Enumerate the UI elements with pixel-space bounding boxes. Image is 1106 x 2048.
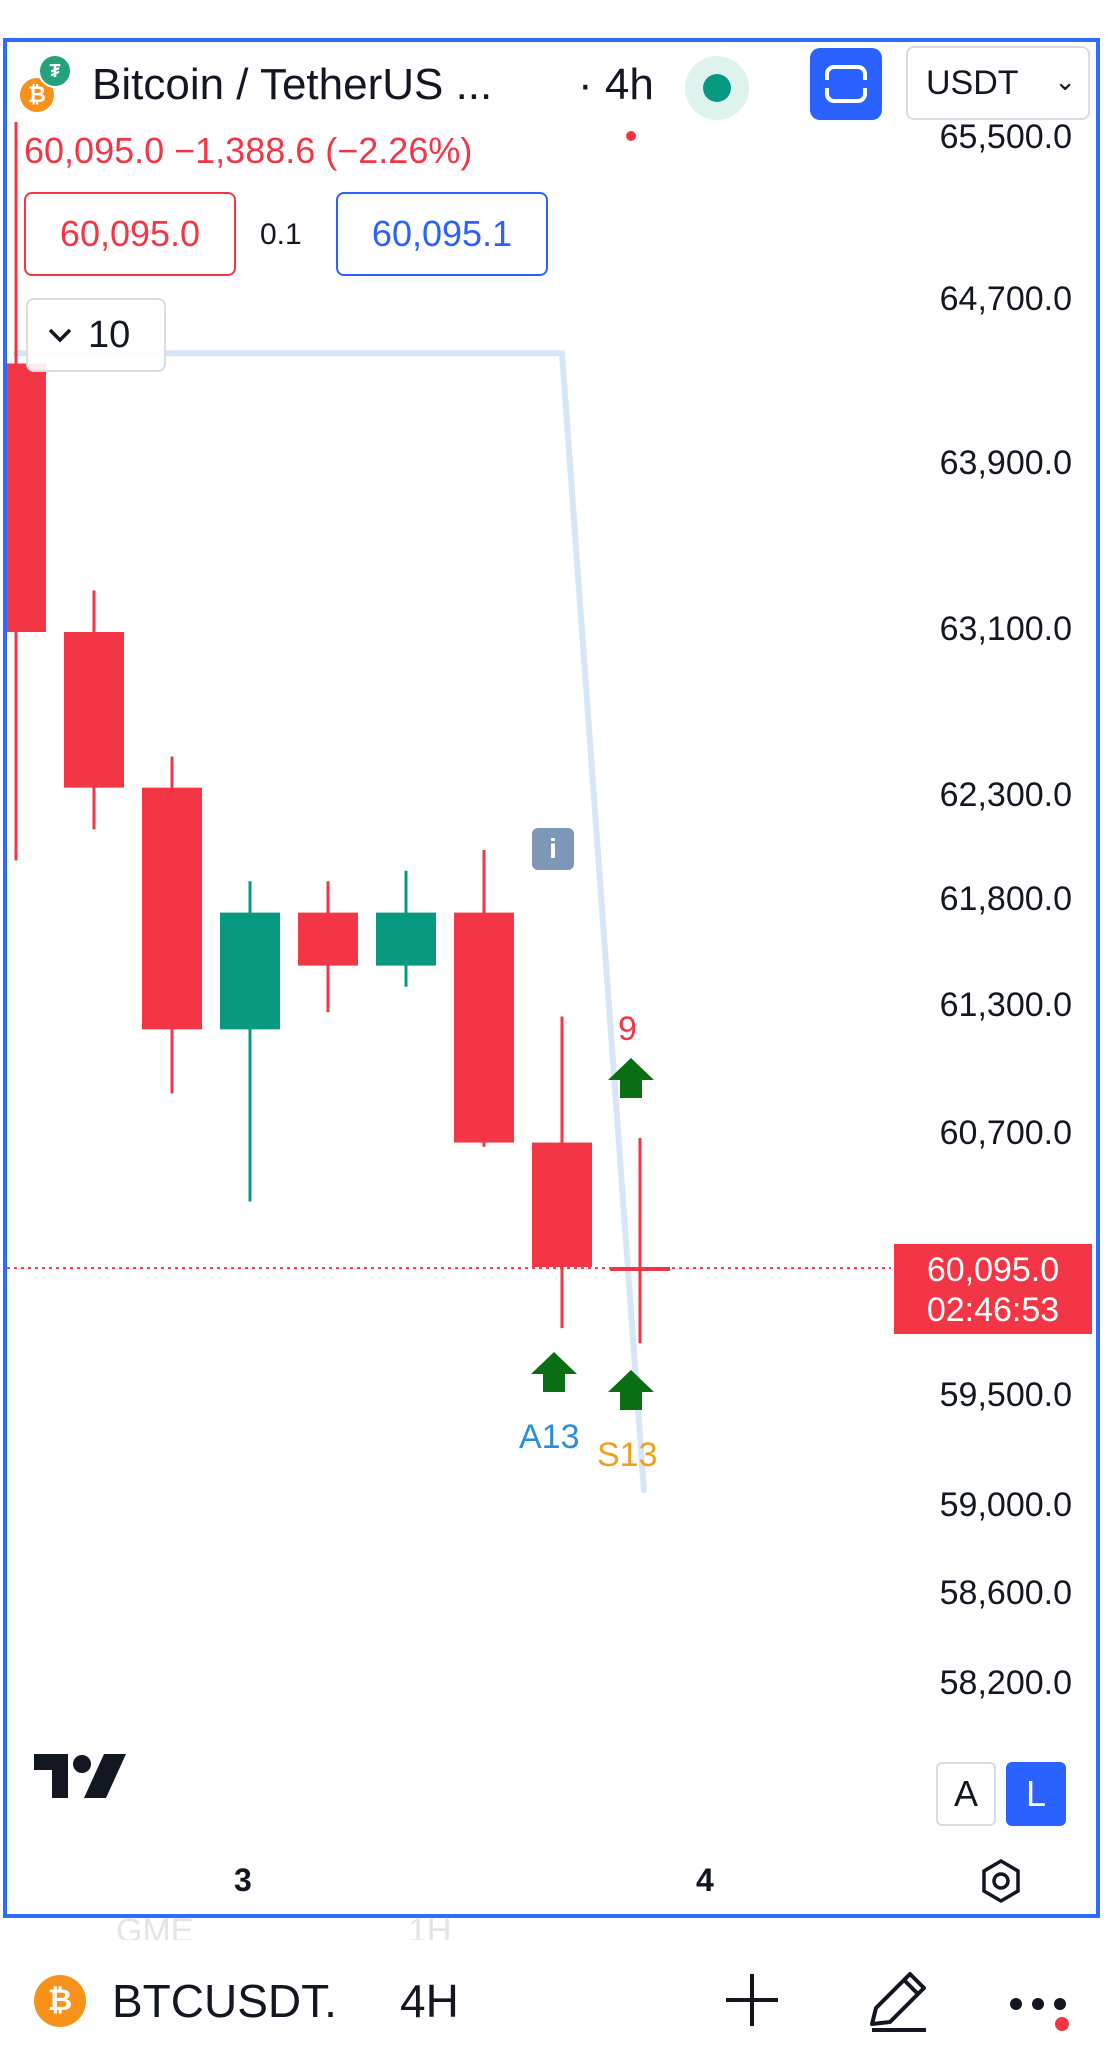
candle-body — [220, 912, 280, 1030]
fullscreen-button[interactable] — [810, 48, 882, 120]
sell-price-button[interactable]: 60,095.0 — [24, 192, 236, 276]
info-icon[interactable]: i — [532, 828, 574, 870]
auto-scale-button[interactable]: A — [936, 1762, 996, 1826]
buy-arrow-icon — [608, 1058, 654, 1098]
sequential-count-label: 9 — [618, 1010, 637, 1048]
currency-value: USDT — [926, 63, 1019, 102]
axis-label: 61,300.0 — [939, 986, 1072, 1024]
trend-line — [13, 350, 647, 1494]
axis-label: 61,800.0 — [939, 880, 1072, 918]
candle-body — [298, 912, 358, 966]
settings-icon[interactable] — [978, 1858, 1024, 1904]
buy-arrow-icon — [608, 1370, 654, 1410]
plus-icon[interactable] — [722, 1970, 782, 2030]
symbol-title[interactable]: Bitcoin / TetherUS ... — [92, 60, 493, 109]
bitcoin-icon: ₿ — [34, 1975, 86, 2027]
bar-countdown: 02:46:53 — [926, 1291, 1060, 1329]
tether-icon: ₮ — [38, 54, 72, 88]
market-open-dot-icon — [703, 74, 731, 102]
indicator-count: 10 — [88, 313, 131, 356]
symbol-header: ₿ ₮ Bitcoin / TetherUS ... · 4h USDT ⌄ — [20, 46, 1090, 122]
axis-label: 63,100.0 — [939, 610, 1072, 648]
axis-label: 60,700.0 — [939, 1114, 1072, 1152]
price-change: 60,095.0 −1,388.6 (−2.26%) — [24, 130, 473, 171]
market-status-indicator[interactable] — [685, 56, 749, 120]
time-axis-label: 3 — [234, 1862, 252, 1898]
axis-label: 62,300.0 — [939, 776, 1072, 814]
chevron-down-icon — [48, 328, 72, 343]
candle-body — [142, 787, 202, 1030]
bottom-toolbar: ₿ BTCUSDT. 4H — [0, 1940, 1106, 2048]
axis-label: 59,000.0 — [939, 1486, 1072, 1524]
notification-dot — [626, 131, 636, 141]
last-price-tag: 60,095.0 02:46:53 — [894, 1244, 1092, 1334]
interval-label[interactable]: · 4h — [578, 60, 654, 109]
pen-icon[interactable] — [862, 1964, 934, 2036]
axis-label: 58,200.0 — [939, 1664, 1072, 1702]
indicators-toggle-button[interactable]: 10 — [26, 298, 166, 372]
axis-label: 65,500.0 — [939, 118, 1072, 156]
time-axis-label: 4 — [696, 1862, 714, 1898]
candlestick-chart[interactable] — [7, 42, 1100, 1918]
aggressive-13-label: A13 — [519, 1418, 580, 1456]
axis-label: 64,700.0 — [939, 280, 1072, 318]
candle-body — [7, 363, 46, 632]
chevron-down-icon: ⌄ — [1054, 66, 1076, 96]
last-price-value: 60,095.0 — [926, 1251, 1060, 1289]
log-scale-button[interactable]: L — [1006, 1762, 1066, 1826]
fullscreen-icon — [823, 65, 869, 103]
tradingview-logo[interactable] — [34, 1752, 126, 1800]
interval-selector[interactable]: 4H — [400, 1975, 459, 2027]
candle-body — [376, 912, 436, 966]
more-icon[interactable] — [1004, 1984, 1084, 2034]
candle-body — [64, 632, 124, 788]
axis-label: 59,500.0 — [939, 1376, 1072, 1414]
buy-price-button[interactable]: 60,095.1 — [336, 192, 548, 276]
buy-arrow-icon — [531, 1352, 577, 1392]
candle-body — [454, 912, 514, 1143]
axis-label: 58,600.0 — [939, 1574, 1072, 1612]
spread-value: 0.1 — [260, 218, 302, 251]
symbol-selector[interactable]: BTCUSDT. — [112, 1975, 337, 2027]
chart-area[interactable] — [3, 38, 1100, 1918]
sequential-13-label: S13 — [597, 1436, 658, 1474]
axis-label: 63,900.0 — [939, 444, 1072, 482]
currency-select[interactable]: USDT ⌄ — [906, 46, 1090, 120]
candle-body — [532, 1142, 592, 1267]
